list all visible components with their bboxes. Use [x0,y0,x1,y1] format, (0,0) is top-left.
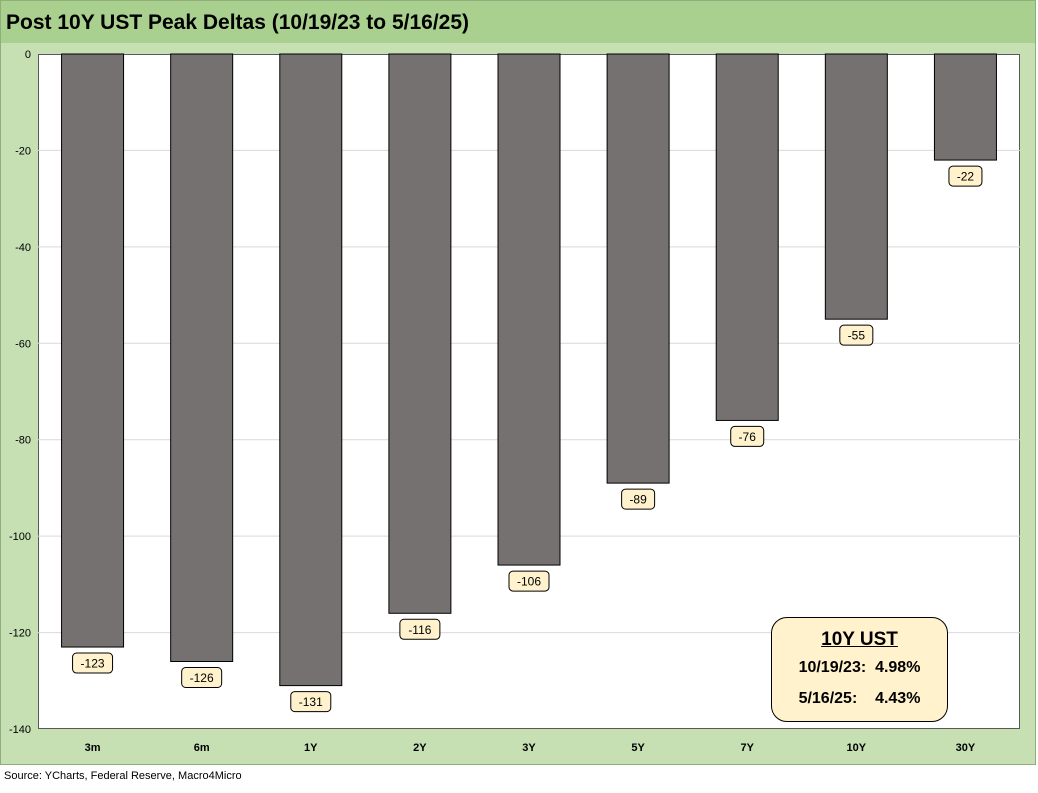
data-label: -116 [408,623,431,637]
y-tick-label: -60 [15,338,31,350]
bar [279,53,343,687]
x-tick-label: 3m [85,742,101,754]
data-label: -123 [81,657,105,671]
data-label: -22 [957,170,975,184]
x-tick-label: 3Y [522,742,536,754]
y-tick-label: -120 [9,628,31,640]
data-label: -76 [739,430,757,444]
data-label: -131 [299,695,323,709]
data-label-box [730,425,765,447]
data-label-box [399,618,441,640]
y-tick-label: -80 [15,435,31,447]
x-tick-label: 1Y [304,742,318,754]
data-label: -89 [629,493,647,507]
data-label-box [621,488,656,510]
bar [61,53,125,648]
bar [715,53,779,421]
data-label-box [181,667,223,688]
data-label-box [290,691,332,713]
y-tick-label: -40 [15,242,31,254]
y-tick-label: -20 [15,145,31,157]
y-tick-label: 0 [25,49,31,61]
x-tick-label: 10Y [847,742,867,754]
bar [606,53,670,484]
bar [824,53,888,320]
data-label-box [948,165,983,187]
data-label: -55 [848,329,866,343]
y-tick-label: -100 [9,531,31,543]
bar [388,53,452,614]
data-label: -126 [190,671,214,685]
info-row-start-label: 10/19/23: [798,659,867,676]
info-row-end-value: 4.43% [875,690,921,707]
x-tick-label: 5Y [631,742,645,754]
x-tick-label: 7Y [740,742,754,754]
data-label: -106 [517,575,541,589]
info-row-end-label: 5/16/25: [798,690,858,707]
info-row-start-value: 4.98% [875,659,921,676]
info-box: 10Y UST 10/19/23: 4.98% 5/16/25: 4.43% [771,617,948,722]
x-tick-label: 6m [194,742,210,754]
chart-title: Post 10Y UST Peak Deltas (10/19/23 to 5/… [6,11,470,34]
bar [933,53,997,161]
data-label-box [839,324,874,346]
y-tick-label: -140 [9,724,31,736]
data-label-box [72,652,114,674]
bar [170,53,234,662]
title-bar: Post 10Y UST Peak Deltas (10/19/23 to 5/… [1,1,1035,43]
source-note: Source: YCharts, Federal Reserve, Macro4… [4,770,242,782]
info-row-start: 10/19/23: 4.98% [772,659,947,677]
info-box-title: 10Y UST [821,629,898,650]
x-tick-label: 2Y [413,742,427,754]
x-tick-label: 30Y [956,742,976,754]
data-label-box [508,570,550,592]
info-row-end: 5/16/25: 4.43% [772,690,947,708]
bar [497,53,561,566]
